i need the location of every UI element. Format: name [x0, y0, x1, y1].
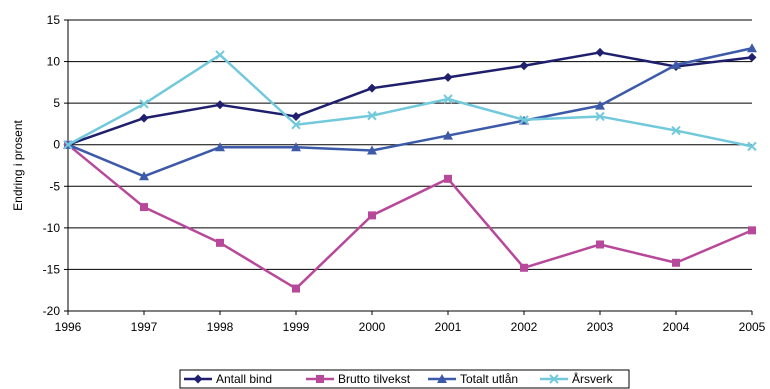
x-tick-label: 1999 — [283, 320, 310, 334]
y-tick-label: 0 — [53, 138, 60, 152]
x-tick-label: 2001 — [435, 320, 462, 334]
data-point — [367, 83, 377, 93]
y-tick-label: 10 — [47, 55, 61, 69]
data-point — [443, 130, 453, 140]
y-tick-label: 15 — [47, 13, 61, 27]
y-axis-ticks: 15 10 5 0 -5 -10 -15 -20 — [43, 13, 69, 318]
data-point — [596, 240, 604, 249]
legend-marker — [193, 374, 203, 384]
data-point — [367, 110, 377, 121]
data-point — [444, 174, 452, 183]
x-tick-label: 2005 — [739, 320, 766, 334]
data-point — [747, 43, 757, 53]
data-point — [140, 203, 148, 212]
data-point — [139, 113, 149, 123]
y-tick-label: 5 — [53, 96, 60, 110]
data-point — [63, 140, 73, 150]
data-point — [671, 59, 681, 69]
data-point — [139, 99, 149, 109]
legend-marker — [549, 374, 559, 384]
data-point — [519, 61, 529, 71]
data-point — [519, 115, 529, 125]
data-point — [139, 171, 149, 181]
legend-item: Brutto tilvekst — [306, 372, 411, 386]
series-line — [67, 143, 753, 290]
series-1 — [63, 47, 757, 150]
data-point — [368, 211, 376, 220]
legend-marker — [437, 374, 447, 383]
series-3 — [63, 43, 757, 181]
data-point — [748, 226, 756, 235]
data-point — [291, 111, 301, 121]
legend-item: Antall bind — [184, 372, 272, 386]
gridlines — [68, 19, 752, 312]
data-point — [216, 238, 224, 247]
x-tick-label: 2002 — [511, 320, 538, 334]
data-point — [291, 142, 301, 152]
legend-item: Årsverk — [540, 371, 614, 386]
x-tick-label: 2000 — [359, 320, 386, 334]
data-point — [443, 72, 453, 82]
data-point — [215, 142, 225, 152]
legend-label: Årsverk — [572, 371, 614, 386]
data-point — [215, 50, 225, 60]
series-line — [67, 51, 753, 146]
y-tick-label: -20 — [43, 304, 61, 318]
data-point — [671, 125, 681, 136]
legend-label: Brutto tilvekst — [338, 372, 411, 386]
x-tick-label: 1997 — [131, 320, 158, 334]
data-point — [367, 145, 377, 155]
legend-label: Totalt utlån — [460, 372, 518, 386]
data-point — [595, 111, 605, 122]
x-axis-ticks: 1996 1997 1998 1999 2000 2001 2002 2003 2004 2005 — [55, 311, 766, 334]
y-tick-label: -10 — [43, 221, 61, 235]
y-tick-label: -15 — [43, 262, 61, 276]
x-tick-label: 1998 — [207, 320, 234, 334]
series-4 — [63, 50, 757, 152]
series-group — [63, 43, 757, 293]
data-point — [215, 100, 225, 110]
data-point — [747, 141, 757, 152]
x-tick-label: 1996 — [55, 320, 82, 334]
data-point — [595, 47, 605, 57]
legend-box — [179, 369, 630, 389]
data-point — [292, 284, 300, 293]
legend: Antall bind Brutto tilvekst Totalt utlån År… — [179, 369, 630, 389]
legend-marker — [316, 375, 324, 383]
legend-item: Totalt utlån — [428, 372, 518, 386]
x-tick-label: 2004 — [663, 320, 690, 334]
y-tick-label: -5 — [49, 179, 60, 193]
data-point — [672, 258, 680, 267]
y-axis-label: Endring i prosent — [11, 119, 25, 210]
data-point — [747, 52, 757, 62]
data-point — [520, 263, 528, 272]
x-tick-label: 2003 — [587, 320, 614, 334]
data-point — [595, 100, 605, 110]
data-point — [291, 120, 301, 130]
series-line — [67, 53, 753, 148]
legend-label: Antall bind — [216, 372, 272, 386]
series-line — [67, 47, 753, 178]
data-point — [443, 94, 453, 104]
